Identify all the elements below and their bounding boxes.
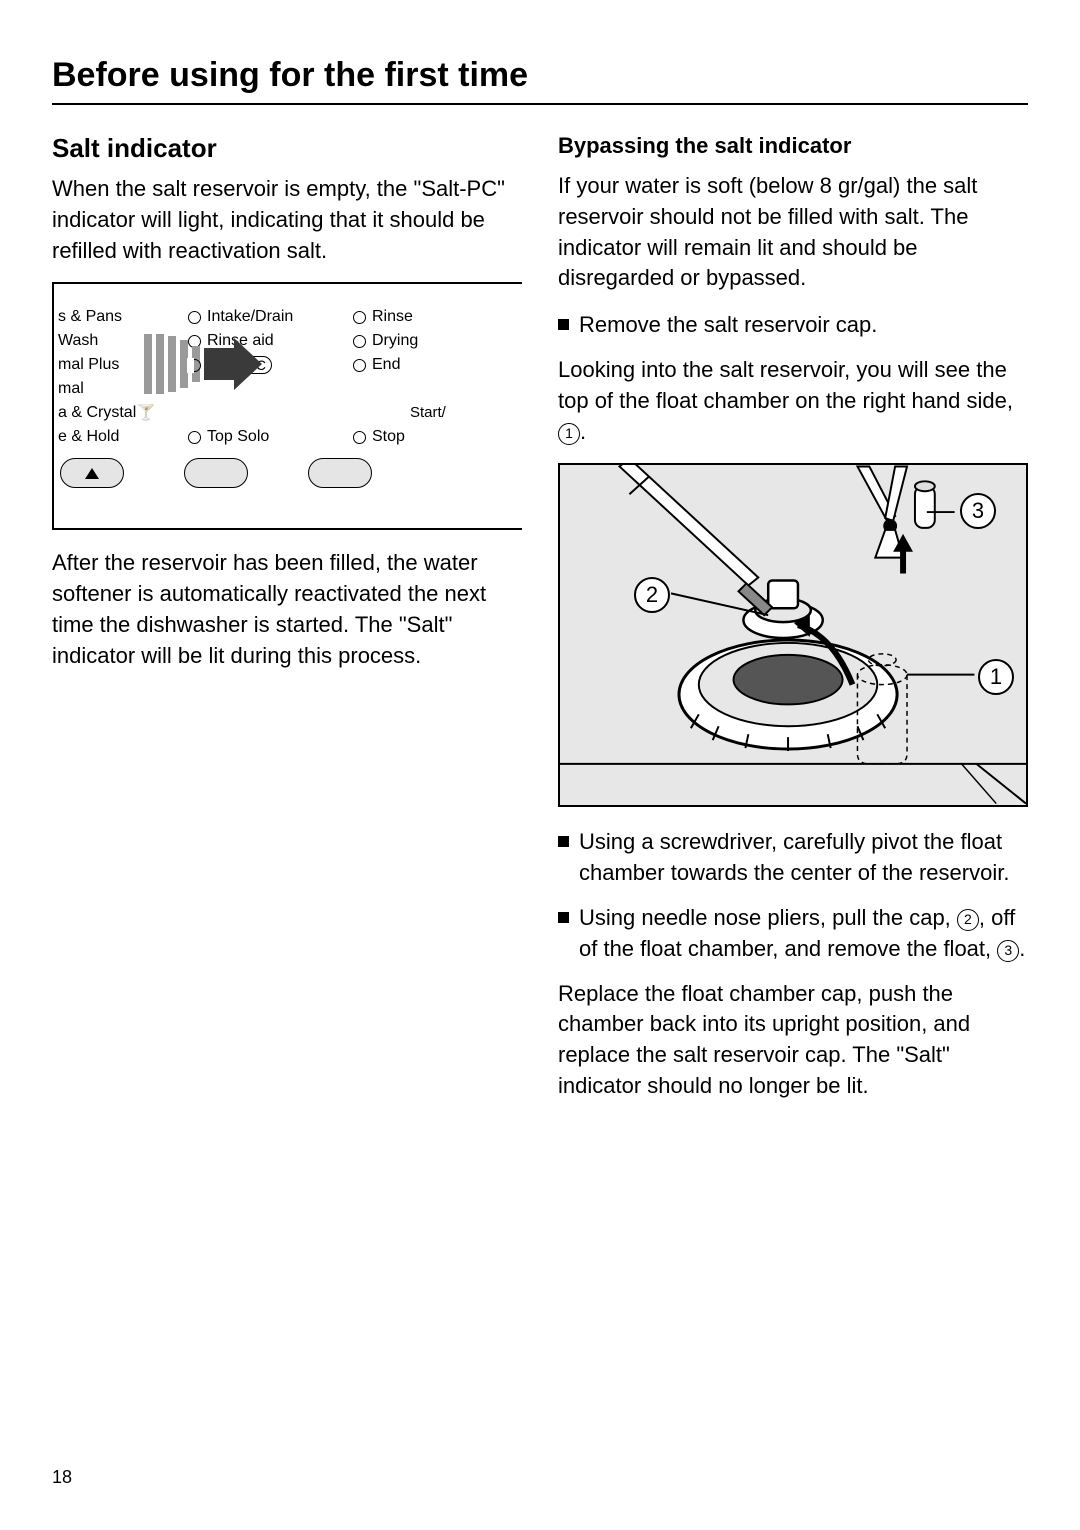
reservoir-illustration: 2 3 1 bbox=[558, 463, 1028, 807]
right-column: Bypassing the salt indicator If your wat… bbox=[558, 123, 1028, 1118]
panel-label: a & Crystal bbox=[58, 404, 136, 421]
title-rule bbox=[52, 103, 1028, 105]
led-half-icon bbox=[188, 359, 201, 372]
reservoir-look-text: Looking into the salt reservoir, you wil… bbox=[558, 355, 1028, 447]
circled-1-icon: 1 bbox=[558, 423, 580, 445]
panel-label: Start/ bbox=[410, 405, 446, 422]
square-bullet-icon bbox=[558, 319, 569, 330]
left-column: Salt indicator When the salt reservoir i… bbox=[52, 123, 522, 1118]
led-icon bbox=[353, 431, 366, 444]
bullet-item: Using a screwdriver, carefully pivot the… bbox=[558, 827, 1028, 889]
panel-label: End bbox=[372, 356, 400, 374]
led-icon bbox=[353, 359, 366, 372]
triangle-up-icon bbox=[85, 468, 99, 479]
panel-button bbox=[184, 458, 248, 488]
led-icon bbox=[353, 335, 366, 348]
glass-icon: 🍸 bbox=[136, 405, 156, 421]
bullet-text: Using a screwdriver, carefully pivot the… bbox=[579, 827, 1028, 889]
led-icon bbox=[188, 431, 201, 444]
highlight-arrow-icon bbox=[144, 334, 264, 394]
bypass-heading: Bypassing the salt indicator bbox=[558, 133, 1028, 159]
panel-label: s & Pans bbox=[54, 308, 188, 326]
square-bullet-icon bbox=[558, 836, 569, 847]
bullet-item: Using needle nose pliers, pull the cap, … bbox=[558, 903, 1028, 965]
panel-label: Intake/Drain bbox=[207, 308, 293, 326]
panel-button-up bbox=[60, 458, 124, 488]
page-title: Before using for the first time bbox=[52, 56, 1028, 95]
replace-text: Replace the float chamber cap, push the … bbox=[558, 979, 1028, 1102]
salt-indicator-intro: When the salt reservoir is empty, the "S… bbox=[52, 174, 522, 266]
square-bullet-icon bbox=[558, 912, 569, 923]
bullet-text: Remove the salt reservoir cap. bbox=[579, 310, 877, 341]
bullet-text: Using needle nose pliers, pull the cap, … bbox=[579, 903, 1028, 965]
page-number: 18 bbox=[52, 1467, 72, 1488]
control-panel-illustration: s & Pans Intake/Drain Rinse Wash Rinse a… bbox=[52, 282, 522, 530]
salt-indicator-heading: Salt indicator bbox=[52, 133, 522, 164]
bullet-item: Remove the salt reservoir cap. bbox=[558, 310, 1028, 341]
led-icon bbox=[353, 311, 366, 324]
panel-label: Stop bbox=[372, 428, 405, 446]
circled-3-icon: 3 bbox=[997, 940, 1019, 962]
salt-indicator-after: After the reservoir has been filled, the… bbox=[52, 548, 522, 671]
panel-label: e & Hold bbox=[54, 428, 188, 446]
circled-2-icon: 2 bbox=[957, 909, 979, 931]
panel-label: Rinse bbox=[372, 308, 413, 326]
panel-label: Drying bbox=[372, 332, 418, 350]
two-column-layout: Salt indicator When the salt reservoir i… bbox=[52, 123, 1028, 1118]
led-icon bbox=[188, 311, 201, 324]
bypass-intro: If your water is soft (below 8 gr/gal) t… bbox=[558, 171, 1028, 294]
panel-button bbox=[308, 458, 372, 488]
panel-label: Top Solo bbox=[207, 428, 269, 446]
